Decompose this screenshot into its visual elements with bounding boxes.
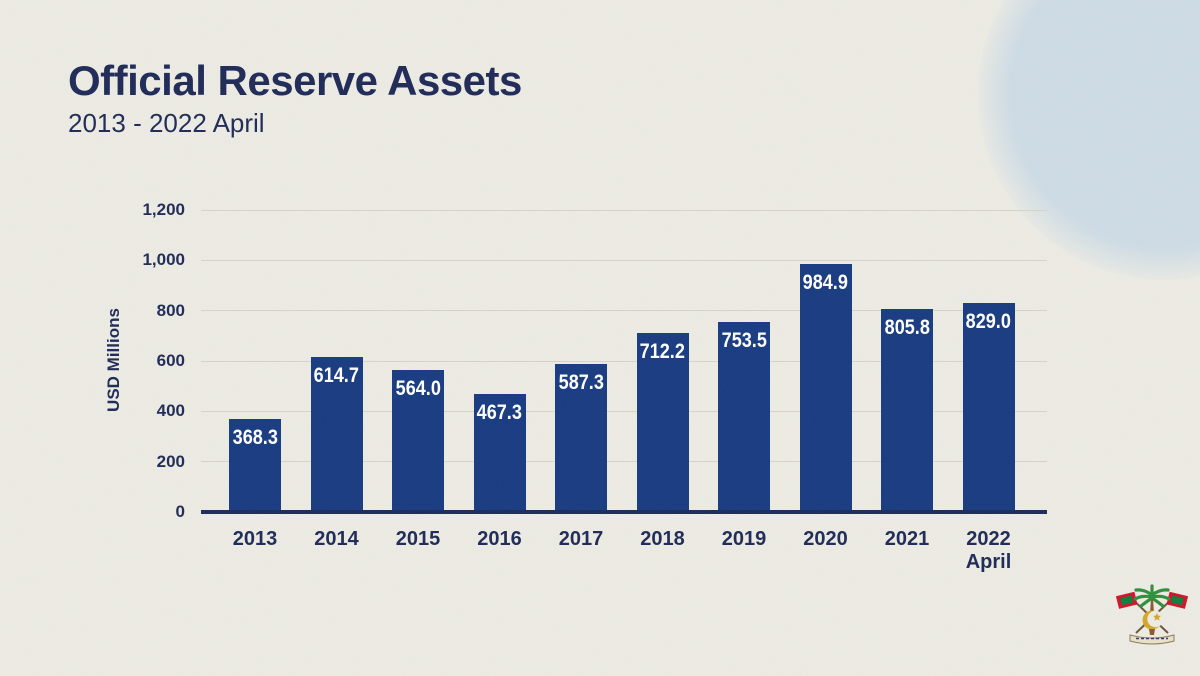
bar-value-label: 984.9 (802, 271, 849, 294)
maldives-emblem (1116, 584, 1188, 645)
bar-value-label: 712.2 (639, 340, 686, 363)
bar-value-label: 467.3 (476, 401, 523, 424)
x-category-label: 2022 April (965, 528, 1012, 573)
bar-value-label: 753.5 (721, 329, 767, 352)
y-tick-label: 200 (156, 451, 185, 471)
scroll-banner-icon (1129, 634, 1175, 645)
bar-2022 (962, 303, 1015, 512)
gridline (201, 259, 1047, 261)
y-tick-label: 600 (156, 351, 185, 370)
emblem-base-icon (1149, 629, 1155, 635)
y-tick-label: 800 (156, 300, 185, 320)
bar-value-label: 829.0 (965, 310, 1012, 333)
bar-value-label: 368.3 (232, 426, 278, 449)
y-tick-label: 1,000 (142, 250, 185, 270)
y-tick-label: 400 (156, 401, 185, 421)
gridline (201, 209, 1047, 211)
y-tick-label: 1,200 (142, 200, 185, 219)
y-tick-label: 0 (175, 502, 185, 521)
bar-value-label: 564.0 (395, 377, 441, 400)
bar-value-label: 587.3 (558, 371, 604, 394)
bar-2020 (799, 264, 852, 512)
bar-value-label: 805.8 (884, 316, 930, 339)
bar-value-label: 614.7 (313, 364, 360, 387)
x-axis-line (201, 510, 1047, 514)
